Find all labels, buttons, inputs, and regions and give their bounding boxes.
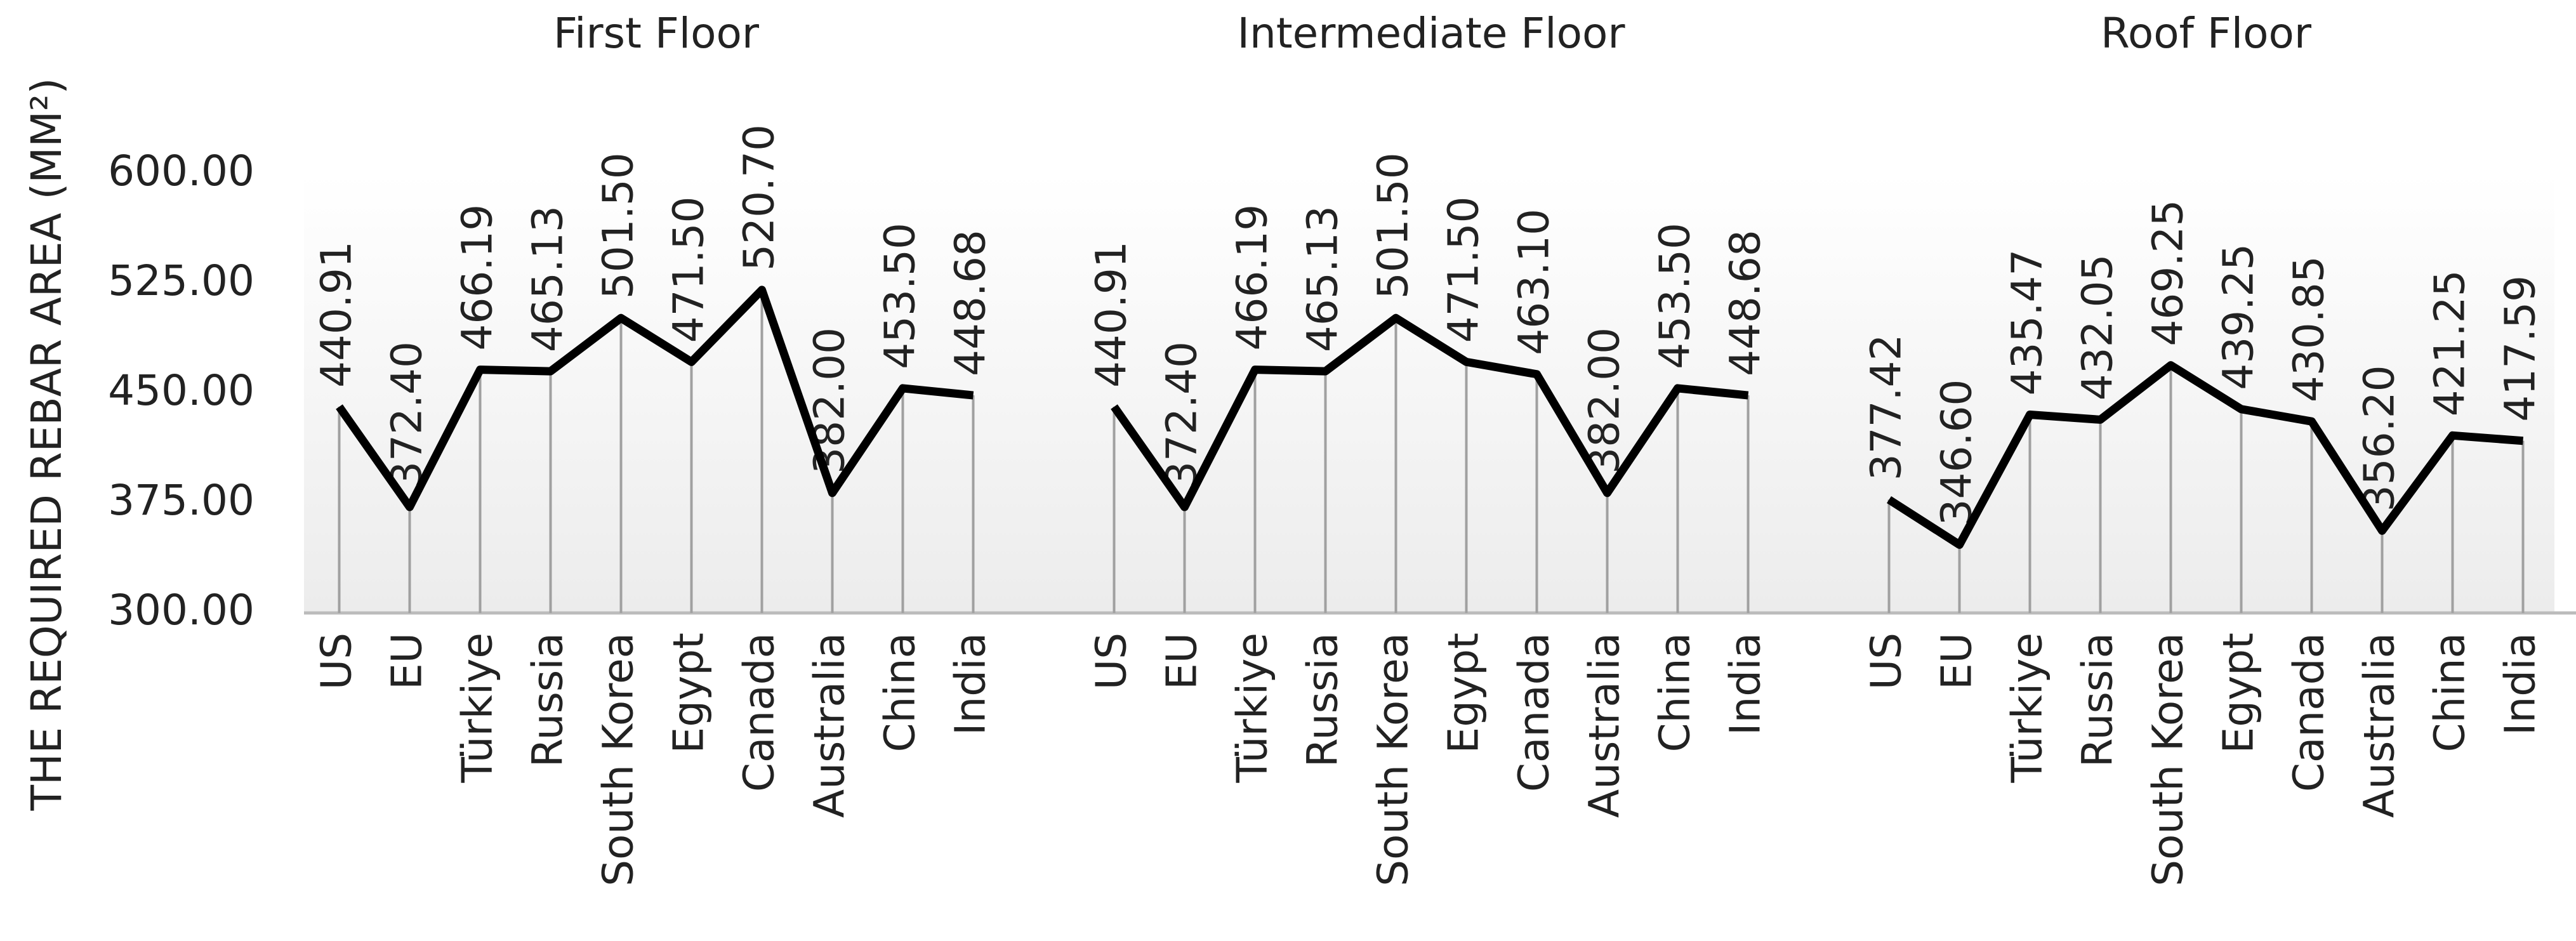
data-label: 463.10	[1510, 209, 1559, 355]
x-tick-label: EU	[383, 633, 432, 690]
data-label: 448.68	[946, 230, 995, 376]
x-tick-label: EU	[1158, 633, 1206, 690]
data-label: 440.91	[312, 241, 361, 388]
data-label: 435.47	[2003, 249, 2052, 396]
x-tick-label: Türkiye	[453, 633, 502, 783]
x-tick-label: India	[1721, 633, 1770, 735]
x-tick-label: India	[2496, 633, 2545, 735]
data-label: 417.59	[2496, 275, 2545, 422]
data-label: 471.50	[664, 196, 713, 343]
data-label: 453.50	[1651, 223, 1700, 369]
panel-title: First Floor	[553, 9, 760, 58]
x-tick-label: Egypt	[2214, 633, 2263, 753]
data-label: 372.40	[1158, 341, 1206, 488]
data-label: 372.40	[383, 341, 432, 488]
x-tick-label: Canada	[1510, 633, 1559, 792]
x-tick-label: Canada	[2285, 633, 2334, 792]
data-label: 346.60	[1932, 379, 1981, 526]
data-label: 465.13	[1298, 206, 1347, 352]
x-tick-label: Australia	[805, 633, 854, 818]
y-tick-label: 525.00	[108, 256, 254, 305]
data-line	[1111, 313, 1749, 511]
data-label: 520.70	[735, 124, 784, 271]
y-tick-label: 600.00	[108, 147, 254, 195]
data-label: 501.50	[594, 152, 643, 299]
x-tick-label: South Korea	[1369, 633, 1418, 886]
y-axis-label: THE REQUIRED REBAR AREA (MM²)	[22, 78, 71, 812]
x-tick-label: US	[312, 633, 361, 690]
data-label: 382.00	[805, 327, 854, 474]
panel-title: Roof Floor	[2101, 9, 2312, 58]
data-label: 453.50	[876, 223, 925, 369]
data-label: 432.05	[2073, 254, 2122, 400]
data-label: 439.25	[2214, 244, 2263, 390]
data-line	[336, 286, 974, 511]
x-tick-label: Russia	[524, 633, 572, 767]
data-label: 465.13	[524, 206, 572, 352]
data-line	[1886, 361, 2523, 549]
x-tick-label: US	[1862, 633, 1911, 690]
data-label: 430.85	[2285, 256, 2334, 402]
x-tick-label: Russia	[2073, 633, 2122, 767]
data-label: 421.25	[2426, 270, 2474, 416]
x-tick-label: Australia	[2355, 633, 2404, 818]
x-tick-label: Egypt	[1439, 633, 1488, 753]
data-label: 501.50	[1369, 152, 1418, 299]
data-label: 471.50	[1439, 196, 1488, 343]
x-tick-label: Türkiye	[1228, 633, 1277, 783]
data-label: 377.42	[1862, 334, 1911, 480]
x-tick-label: Russia	[1298, 633, 1347, 767]
y-tick-label: 375.00	[108, 476, 254, 525]
data-label: 382.00	[1580, 327, 1629, 474]
data-label: 440.91	[1087, 241, 1136, 388]
x-tick-label: Türkiye	[2003, 633, 2052, 783]
x-tick-label: China	[876, 633, 925, 753]
data-label: 448.68	[1721, 230, 1770, 376]
plot-background	[304, 174, 2554, 613]
x-tick-label: India	[946, 633, 995, 735]
x-tick-label: US	[1087, 633, 1136, 690]
y-tick-label: 450.00	[108, 366, 254, 415]
x-tick-label: Canada	[735, 633, 784, 792]
y-tick-label: 300.00	[108, 586, 254, 635]
x-tick-label: Egypt	[664, 633, 713, 753]
data-label: 356.20	[2355, 365, 2404, 511]
x-tick-label: China	[1651, 633, 1700, 753]
data-label: 469.25	[2144, 200, 2193, 346]
x-tick-label: South Korea	[594, 633, 643, 886]
panel-title: Intermediate Floor	[1238, 9, 1626, 58]
x-tick-label: Australia	[1580, 633, 1629, 818]
data-label: 466.19	[453, 204, 502, 351]
data-label: 466.19	[1228, 204, 1277, 351]
x-tick-label: South Korea	[2144, 633, 2193, 886]
x-tick-label: EU	[1932, 633, 1981, 690]
x-tick-label: China	[2426, 633, 2474, 753]
